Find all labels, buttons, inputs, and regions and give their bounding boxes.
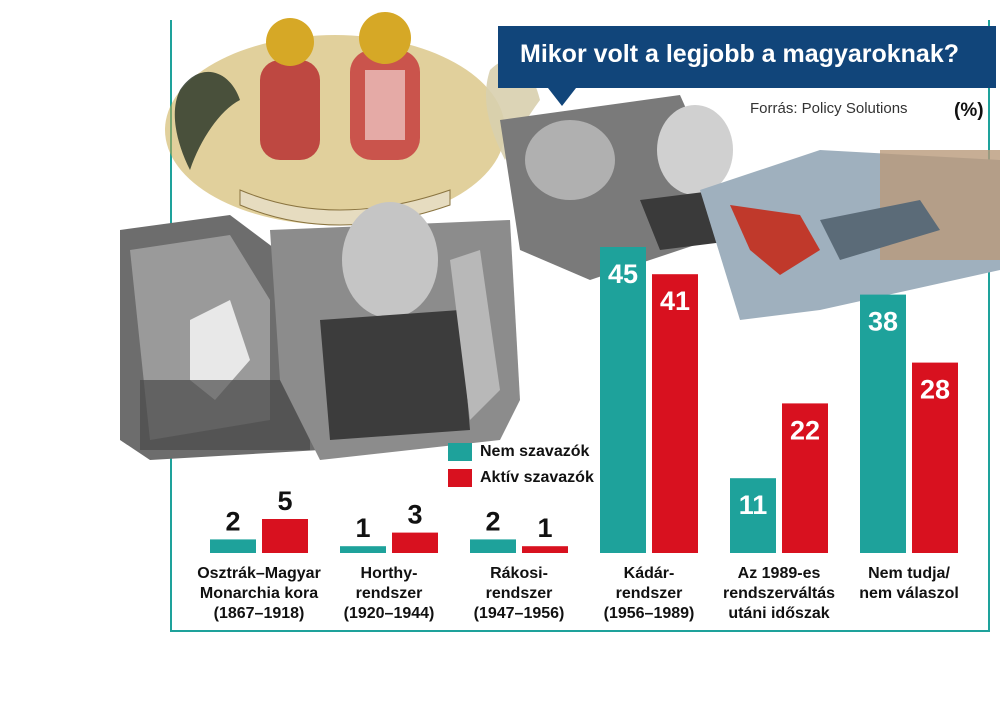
chart-unit: (%) xyxy=(954,100,984,121)
legend-item-nem-szavazok: Nem szavazók xyxy=(448,443,589,461)
chart-source: Forrás: Policy Solutions xyxy=(750,100,908,117)
title-banner-tail xyxy=(548,88,576,106)
historical-photo-3 xyxy=(500,95,740,280)
legend-label-nem-szavazok: Nem szavazók xyxy=(480,443,590,460)
chart-title: Mikor volt a legjobb a magyaroknak? xyxy=(520,40,960,68)
legend-swatch-red xyxy=(448,469,472,487)
title-banner xyxy=(498,26,996,88)
historical-photo-4 xyxy=(700,150,1000,320)
photo-collage xyxy=(120,12,1000,460)
legend-swatch-teal xyxy=(448,443,472,461)
legend-item-aktiv-szavazok: Aktív szavazók xyxy=(448,469,594,487)
legend-label-aktiv-szavazok: Aktív szavazók xyxy=(480,469,594,486)
historical-photo-1 xyxy=(120,215,320,460)
historical-photo-2 xyxy=(270,202,520,460)
coat-of-arms-image xyxy=(165,12,540,226)
